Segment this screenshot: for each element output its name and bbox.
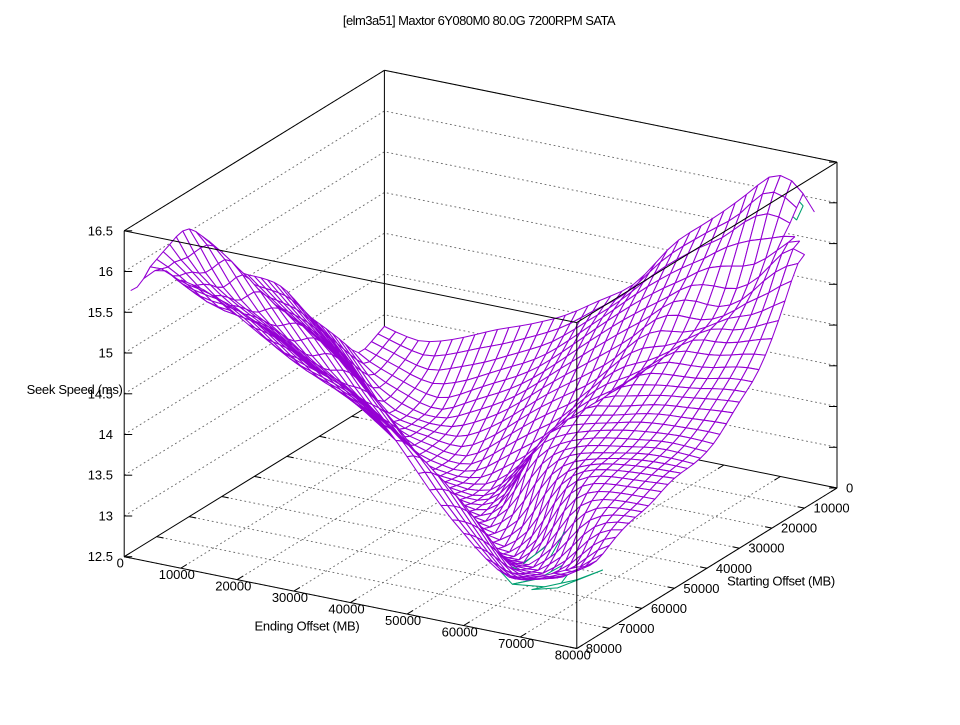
svg-text:20000: 20000: [215, 578, 251, 593]
svg-text:70000: 70000: [498, 636, 534, 651]
svg-text:50000: 50000: [385, 613, 421, 628]
svg-text:0: 0: [117, 556, 124, 571]
svg-text:14: 14: [99, 427, 113, 442]
svg-text:Seek Speed (ms): Seek Speed (ms): [27, 382, 123, 397]
svg-text:13: 13: [99, 509, 113, 524]
svg-text:Starting Offset (MB): Starting Offset (MB): [727, 574, 835, 589]
svg-text:15: 15: [99, 346, 113, 361]
svg-text:60000: 60000: [651, 601, 687, 616]
svg-text:30000: 30000: [272, 590, 308, 605]
svg-text:0: 0: [846, 481, 853, 496]
svg-text:15.5: 15.5: [88, 305, 113, 320]
svg-text:80000: 80000: [586, 641, 622, 656]
svg-text:13.5: 13.5: [88, 468, 113, 483]
svg-text:Ending Offset (MB): Ending Offset (MB): [255, 619, 360, 634]
svg-text:40000: 40000: [716, 561, 752, 576]
svg-text:60000: 60000: [442, 624, 478, 639]
svg-text:16: 16: [99, 264, 113, 279]
svg-text:[elm3a51] Maxtor 6Y080M0 80.0G: [elm3a51] Maxtor 6Y080M0 80.0G 7200RPM S…: [343, 13, 616, 28]
svg-text:10000: 10000: [159, 567, 195, 582]
svg-text:40000: 40000: [328, 601, 364, 616]
svg-text:10000: 10000: [814, 501, 850, 516]
svg-text:70000: 70000: [618, 621, 654, 636]
svg-text:16.5: 16.5: [88, 223, 113, 238]
svg-text:12.5: 12.5: [88, 549, 113, 564]
svg-text:20000: 20000: [781, 521, 817, 536]
svg-text:80000: 80000: [555, 647, 591, 662]
svg-text:30000: 30000: [748, 541, 784, 556]
svg-text:50000: 50000: [683, 581, 719, 596]
svg-text:14.5: 14.5: [88, 386, 113, 401]
